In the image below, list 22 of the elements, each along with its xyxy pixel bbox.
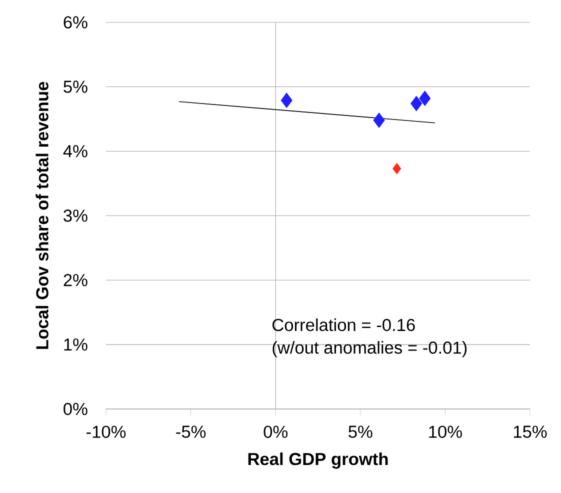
y-tick-label: 5% [64,80,88,93]
point [410,96,422,112]
point [392,163,402,174]
y-tick-label: 3% [64,210,88,222]
x-tick-label: 15% [514,426,547,438]
x-tick-label: 5% [348,426,372,438]
point [419,90,431,106]
y-tick-label: 2% [64,274,88,286]
y-tick-label: 6% [64,16,88,28]
annotation: Correlation = -0.16 [272,318,415,332]
y-axis-title: Local Gov share of total revenue [36,82,48,349]
annotation: (w/out anomalies = -0.01) [272,341,467,358]
x-tick-label: -5% [176,426,206,438]
point [280,92,292,108]
point [373,112,385,128]
x-axis-title: Real GDP growth [248,452,388,469]
y-tick-label: 4% [63,145,88,158]
x-tick-label: 10% [429,426,462,438]
y-tick-label: 1% [64,338,88,351]
x-tick-label: -10% [86,426,126,438]
y-tick-label: 0% [64,402,88,416]
x-tick-label: 0% [264,426,288,438]
